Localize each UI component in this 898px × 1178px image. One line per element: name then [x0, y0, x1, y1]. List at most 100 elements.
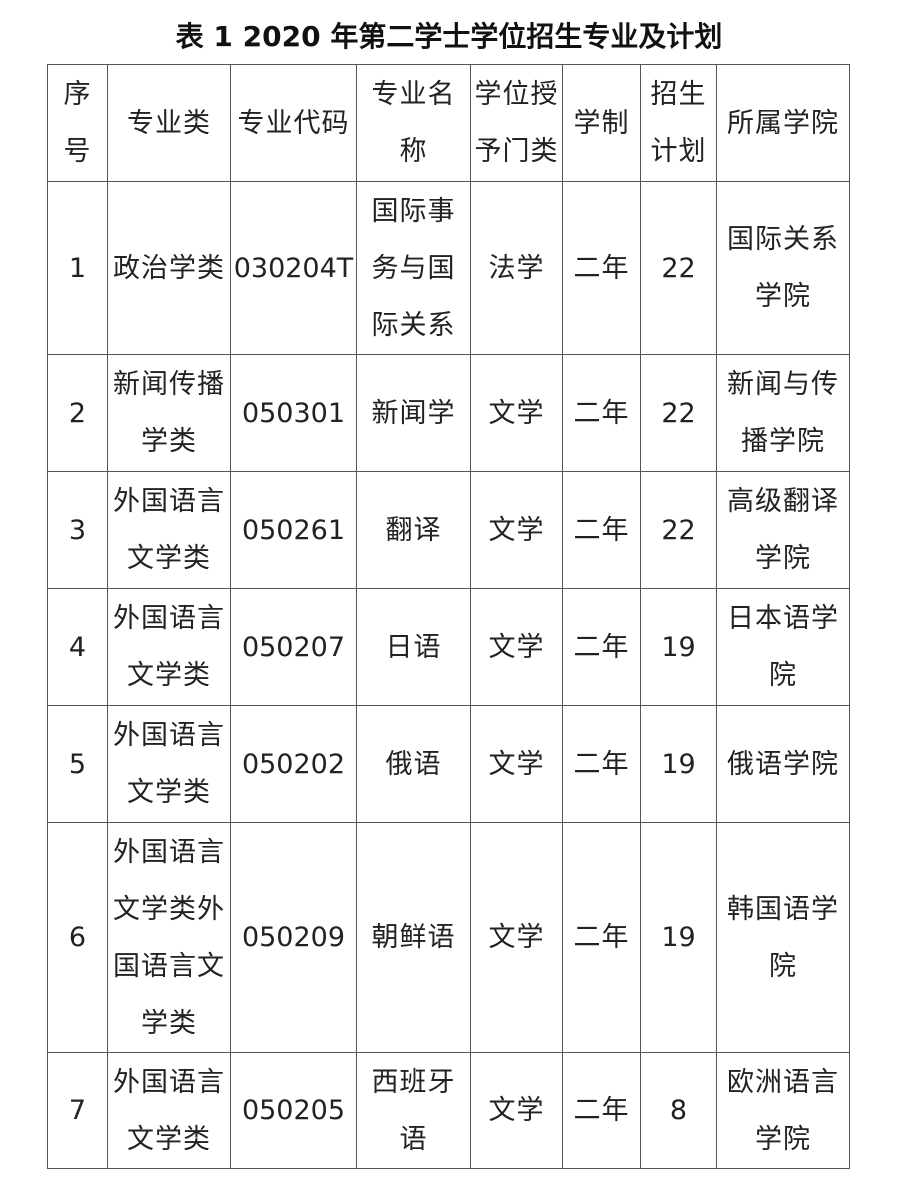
cell-duration: 二年 — [562, 822, 641, 1053]
cell-major-category-text: 外国语言文学类 — [113, 1066, 225, 1155]
header-major-name-text: 专业名称 — [371, 79, 456, 167]
cell-major-code-text: 030204T — [233, 252, 354, 284]
header-enrollment-plan: 招生计划 — [640, 64, 717, 182]
cell-duration-text: 二年 — [573, 397, 630, 429]
cell-index: 5 — [47, 705, 108, 823]
cell-major-name-text: 国际事务与国际关系 — [371, 195, 456, 341]
cell-enrollment-plan-text: 19 — [661, 631, 696, 663]
table-row: 4 外国语言文学类 050207 日语 文学 二年 19 日本语学院 — [47, 588, 850, 706]
header-index-text: 序号 — [63, 79, 92, 167]
table-row: 3 外国语言文学类 050261 翻译 文学 二年 22 高级翻译学院 — [47, 471, 850, 589]
cell-duration: 二年 — [562, 705, 641, 823]
cell-major-name-text: 新闻学 — [371, 397, 456, 429]
cell-college: 新闻与传播学院 — [716, 354, 850, 472]
table-title: 表 1 2020 年第二学士学位招生专业及计划 — [175, 20, 723, 53]
cell-duration: 二年 — [562, 471, 641, 589]
table-row: 2 新闻传播学类 050301 新闻学 文学 二年 22 新闻与传播学院 — [47, 354, 850, 472]
cell-index: 7 — [47, 1052, 108, 1169]
cell-major-name-text: 朝鲜语 — [371, 922, 456, 953]
header-duration: 学制 — [562, 64, 641, 182]
cell-major-category: 外国语言文学类 — [107, 705, 231, 823]
cell-degree-category-text: 文学 — [488, 1095, 545, 1126]
cell-major-code-text: 050207 — [241, 631, 346, 663]
cell-enrollment-plan-text: 8 — [669, 1095, 688, 1126]
header-major-code: 专业代码 — [230, 64, 357, 182]
cell-major-category-text: 政治学类 — [113, 252, 225, 284]
cell-major-category: 外国语言文学类 — [107, 471, 231, 589]
header-duration-text: 学制 — [573, 107, 630, 139]
cell-major-code: 050209 — [230, 822, 357, 1053]
cell-duration-text: 二年 — [573, 252, 630, 284]
header-degree-category: 学位授予门类 — [470, 64, 563, 182]
cell-index: 3 — [47, 471, 108, 589]
cell-major-category: 新闻传播学类 — [107, 354, 231, 472]
cell-degree-category: 法学 — [470, 181, 563, 355]
cell-college: 欧洲语言学院 — [716, 1052, 850, 1169]
cell-college: 高级翻译学院 — [716, 471, 850, 589]
cell-degree-category-text: 文学 — [488, 631, 545, 663]
cell-degree-category: 文学 — [470, 705, 563, 823]
cell-index-text: 7 — [68, 1095, 87, 1126]
cell-college: 国际关系学院 — [716, 181, 850, 355]
cell-major-code-text: 050202 — [241, 748, 346, 780]
cell-degree-category-text: 文学 — [488, 397, 545, 429]
cell-index-text: 2 — [68, 397, 87, 429]
cell-enrollment-plan-text: 19 — [661, 748, 696, 780]
cell-major-code: 050301 — [230, 354, 357, 472]
cell-major-category-text: 外国语言文学类 — [113, 603, 225, 691]
cell-enrollment-plan: 22 — [640, 181, 717, 355]
cell-major-category-text: 外国语言文学类 — [113, 486, 225, 574]
cell-major-code-text: 050261 — [241, 514, 346, 546]
cell-major-code-text: 050205 — [241, 1095, 346, 1126]
cell-index-text: 1 — [68, 252, 87, 284]
cell-enrollment-plan: 8 — [640, 1052, 717, 1169]
cell-college-text: 高级翻译学院 — [727, 486, 839, 574]
cell-major-name-text: 西班牙语 — [371, 1066, 456, 1155]
cell-major-category: 外国语言文学类 — [107, 1052, 231, 1169]
cell-major-name: 国际事务与国际关系 — [356, 181, 471, 355]
cell-college: 俄语学院 — [716, 705, 850, 823]
cell-degree-category-text: 法学 — [488, 252, 545, 284]
cell-enrollment-plan-text: 22 — [661, 397, 696, 429]
cell-major-name-text: 翻译 — [385, 514, 442, 546]
table-row: 5 外国语言文学类 050202 俄语 文学 二年 19 俄语学院 — [47, 705, 850, 823]
cell-college-text: 国际关系学院 — [727, 224, 839, 312]
cell-major-category: 外国语言文学类外国语言文学类 — [107, 822, 231, 1053]
cell-major-category-text: 新闻传播学类 — [113, 369, 225, 457]
cell-index: 1 — [47, 181, 108, 355]
cell-enrollment-plan-text: 22 — [661, 514, 696, 546]
cell-major-name-text: 日语 — [385, 631, 442, 663]
cell-college-text: 韩国语学院 — [727, 893, 839, 982]
cell-major-name: 日语 — [356, 588, 471, 706]
cell-college-text: 俄语学院 — [727, 748, 839, 780]
cell-duration: 二年 — [562, 1052, 641, 1169]
cell-index-text: 3 — [68, 514, 87, 546]
cell-enrollment-plan: 19 — [640, 822, 717, 1053]
cell-major-category-text: 外国语言文学类外国语言文学类 — [113, 836, 225, 1039]
header-college-text: 所属学院 — [727, 107, 839, 139]
cell-degree-category: 文学 — [470, 471, 563, 589]
cell-major-category-text: 外国语言文学类 — [113, 720, 225, 808]
header-major-category: 专业类 — [107, 64, 231, 182]
cell-degree-category: 文学 — [470, 1052, 563, 1169]
header-row: 序号 专业类 专业代码 专业名称 学位授予门类 学制 招生计划 所属学院 — [47, 64, 850, 182]
cell-major-code-text: 050301 — [241, 397, 346, 429]
header-college: 所属学院 — [716, 64, 850, 182]
cell-major-code: 050202 — [230, 705, 357, 823]
cell-major-code: 050261 — [230, 471, 357, 589]
cell-major-name: 俄语 — [356, 705, 471, 823]
cell-duration-text: 二年 — [573, 748, 630, 780]
cell-major-code: 050205 — [230, 1052, 357, 1169]
cell-enrollment-plan-text: 22 — [661, 252, 696, 284]
cell-enrollment-plan: 22 — [640, 354, 717, 472]
cell-index-text: 6 — [68, 922, 87, 953]
cell-degree-category-text: 文学 — [488, 922, 545, 953]
cell-college-text: 欧洲语言学院 — [727, 1066, 839, 1155]
cell-enrollment-plan: 22 — [640, 471, 717, 589]
cell-major-category: 政治学类 — [107, 181, 231, 355]
header-major-name: 专业名称 — [356, 64, 471, 182]
header-enrollment-plan-text: 招生计划 — [650, 79, 707, 167]
cell-duration: 二年 — [562, 588, 641, 706]
header-major-category-text: 专业类 — [127, 107, 211, 139]
table-row: 1 政治学类 030204T 国际事务与国际关系 法学 二年 22 国际关系学院 — [47, 181, 850, 355]
